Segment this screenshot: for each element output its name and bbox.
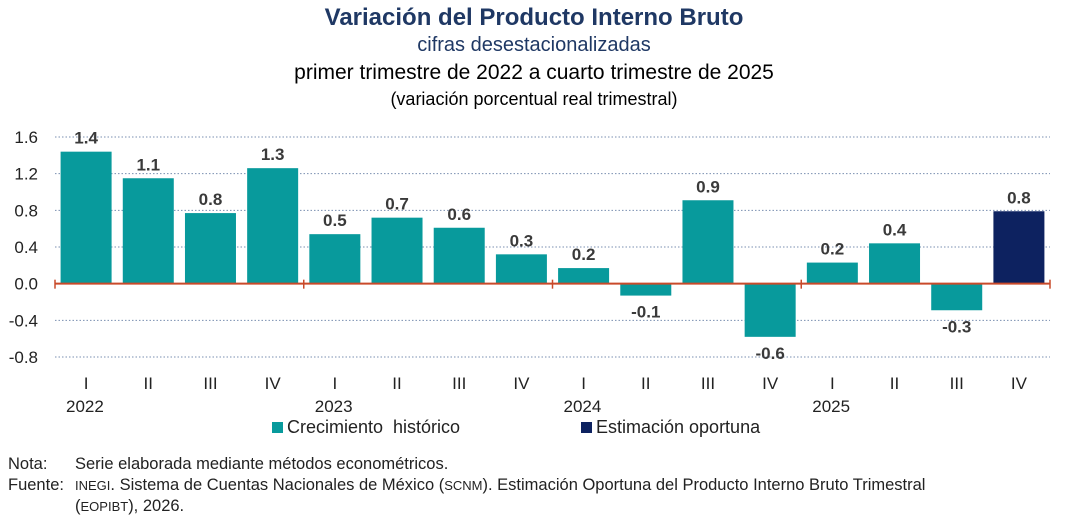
legend-item-historic: Crecimiento histórico — [272, 417, 460, 438]
y-tick-label: -0.4 — [9, 311, 38, 330]
data-label: -0.1 — [631, 303, 660, 322]
data-label: 0.7 — [385, 195, 409, 214]
bar — [309, 234, 361, 284]
x-tick-label: III — [701, 374, 715, 393]
bar — [620, 283, 672, 296]
bar — [682, 200, 734, 284]
x-tick-label: III — [452, 374, 466, 393]
note-label: Nota: — [8, 455, 48, 473]
x-tick-label: I — [581, 374, 586, 393]
data-label: 0.9 — [696, 177, 720, 196]
data-label: 0.6 — [447, 205, 471, 224]
data-label: -0.3 — [942, 317, 971, 336]
bar — [247, 168, 299, 284]
bar — [184, 213, 236, 284]
x-tick-label: IV — [513, 374, 530, 393]
source-cont: (EOPIBT), 2026. — [75, 497, 184, 516]
x-tick-label: I — [84, 374, 89, 393]
y-tick-label: 0.8 — [14, 201, 38, 220]
x-tick-label: II — [392, 374, 401, 393]
y-tick-label: 1.6 — [14, 128, 38, 147]
legend-label: Estimación oportuna — [596, 417, 761, 437]
source-label: Fuente: — [8, 476, 64, 494]
data-label: 0.4 — [883, 220, 907, 239]
bar — [744, 283, 796, 337]
year-label: 2022 — [66, 397, 104, 416]
x-tick-label: IV — [1011, 374, 1028, 393]
chart-subtitle: cifras desestacionalizadas — [417, 34, 651, 56]
data-label: 0.8 — [1007, 188, 1031, 207]
bar — [495, 254, 547, 284]
data-label: 1.4 — [74, 129, 98, 148]
bar — [869, 243, 921, 284]
x-tick-label: II — [144, 374, 153, 393]
legend-label: Crecimiento histórico — [287, 417, 461, 437]
source-text: ). Estimación Oportuna del Producto Inte… — [482, 476, 926, 494]
x-tick-label: I — [332, 374, 337, 393]
source-text: ( — [75, 497, 81, 515]
note: Nota: Serie elaborada mediante métodos ec… — [8, 455, 448, 474]
bar — [931, 283, 983, 311]
y-tick-label: 0.4 — [14, 238, 38, 257]
x-tick-label: III — [203, 374, 217, 393]
x-tick-label: II — [641, 374, 650, 393]
x-tick-label: III — [950, 374, 964, 393]
legend-swatch-historic — [272, 422, 283, 433]
data-label: 0.3 — [510, 231, 534, 250]
legend-swatch-estimate — [581, 422, 592, 433]
y-tick-label: 0.0 — [14, 275, 38, 294]
bar — [558, 268, 610, 284]
chart-units: (variación porcentual real trimestral) — [390, 89, 678, 109]
legend-item-estimate: Estimación oportuna — [581, 417, 760, 438]
bar — [371, 217, 423, 284]
bar — [433, 227, 485, 284]
data-label: 0.8 — [199, 190, 223, 209]
year-label: 2023 — [315, 397, 353, 416]
bar — [60, 151, 112, 284]
year-label: 2025 — [812, 397, 850, 416]
chart-title: Variación del Producto Interno Bruto — [324, 4, 744, 31]
data-label: 0.5 — [323, 211, 347, 230]
x-tick-label: I — [830, 374, 835, 393]
year-label: 2024 — [564, 397, 602, 416]
chart-period: primer trimestre de 2022 a cuarto trimes… — [294, 61, 774, 84]
data-label: 1.3 — [261, 145, 285, 164]
source-eopibt: EOPIBT — [80, 499, 129, 514]
bar — [122, 178, 174, 284]
source-text: . Sistema de Cuentas Nacionales de Méxic… — [110, 476, 445, 494]
data-label: 0.2 — [821, 240, 845, 259]
data-label: 1.1 — [136, 155, 160, 174]
y-tick-label: 1.2 — [14, 165, 38, 184]
source-inegi: INEGI — [75, 478, 111, 493]
y-tick-label: -0.8 — [9, 348, 38, 367]
x-tick-label: IV — [265, 374, 282, 393]
bar — [806, 262, 858, 284]
source-text: ), 2026. — [128, 497, 185, 515]
note-text: Serie elaborada mediante métodos economé… — [75, 455, 449, 473]
data-label: 0.2 — [572, 245, 596, 264]
bar — [993, 211, 1045, 284]
source: Fuente: INEGI. Sistema de Cuentas Naciona… — [8, 476, 925, 495]
x-tick-label: IV — [762, 374, 779, 393]
data-label: -0.6 — [756, 344, 785, 363]
source-scnm: SCNM — [444, 478, 483, 493]
x-tick-label: II — [890, 374, 899, 393]
